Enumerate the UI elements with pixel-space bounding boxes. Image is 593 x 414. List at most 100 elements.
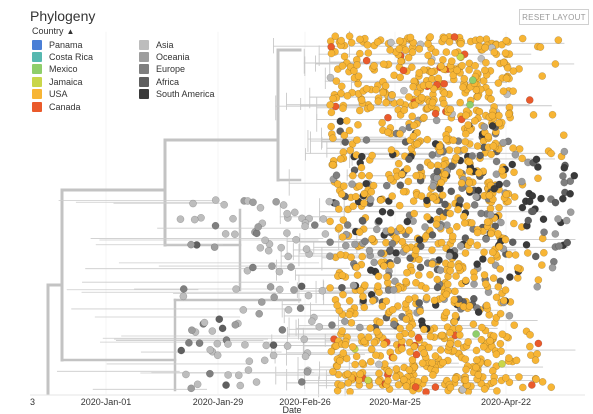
tip-node	[456, 98, 465, 107]
date-axis: 3 2020-Jan-01 2020-Jan-29 2020-Feb-26 2020-M…	[30, 394, 585, 414]
tip-node	[278, 326, 287, 334]
tip-node	[423, 196, 431, 205]
legend-header[interactable]: Country ▲	[32, 26, 74, 36]
tip-node	[269, 351, 278, 360]
tip-node	[456, 242, 465, 250]
tip-node	[548, 110, 557, 119]
tip-node	[456, 196, 465, 205]
tip-node	[473, 142, 482, 150]
tip-node	[177, 346, 186, 355]
tip-node	[471, 61, 480, 70]
tip-node	[224, 340, 232, 348]
tip-node	[213, 339, 222, 348]
tip-node	[277, 243, 286, 252]
legend-label: South America	[156, 89, 215, 100]
tip-node	[414, 271, 423, 279]
legend-item-costa-rica[interactable]: Costa Rica	[32, 51, 93, 62]
tip-node	[407, 330, 416, 338]
legend-item-europe[interactable]: Europe	[139, 64, 185, 75]
tip-node	[416, 263, 425, 272]
tip-node	[301, 352, 310, 361]
tip-node	[528, 381, 536, 389]
tip-node	[411, 383, 420, 391]
tip-node	[469, 320, 478, 329]
legend-item-jamaica[interactable]: Jamaica	[32, 76, 83, 87]
tip-node	[454, 263, 463, 272]
tip-node	[326, 238, 334, 247]
tip-node	[402, 382, 411, 391]
tick-label-partial: 3	[30, 397, 35, 407]
tip-node	[340, 131, 349, 140]
legend-item-oceania[interactable]: Oceania	[139, 51, 190, 62]
tip-node	[505, 250, 513, 259]
tip-node	[480, 123, 489, 131]
tip-node	[403, 165, 411, 173]
tip-node	[249, 198, 257, 207]
tip-node	[327, 43, 336, 51]
tip-node	[430, 296, 439, 305]
tip-node	[502, 179, 511, 188]
tip-node	[331, 32, 340, 41]
tip-node	[455, 324, 463, 333]
tip-node	[555, 242, 564, 250]
tip-node	[477, 209, 485, 218]
tip-node	[465, 66, 473, 74]
tip-node	[452, 272, 460, 280]
legend-item-africa[interactable]: Africa	[139, 76, 179, 87]
legend-label: Asia	[156, 39, 174, 50]
tip-node	[400, 86, 408, 95]
tip-node	[405, 366, 414, 374]
tip-node	[410, 342, 419, 351]
tip-node	[367, 188, 376, 196]
tip-node	[492, 350, 501, 359]
tip-node	[334, 205, 343, 213]
tip-node	[348, 180, 356, 189]
tip-node	[351, 240, 359, 249]
tip-node	[456, 39, 465, 48]
tip-node	[358, 216, 367, 225]
tip-node	[460, 145, 469, 154]
legend-item-asia[interactable]: Asia	[139, 39, 174, 50]
tip-node	[473, 260, 481, 268]
tip-node	[339, 349, 348, 357]
tip-node	[379, 60, 388, 69]
tip-node	[554, 215, 562, 223]
tip-node	[386, 174, 395, 183]
tip-node	[489, 142, 498, 150]
tip-node	[405, 323, 414, 332]
tip-node	[425, 80, 433, 89]
tip-node	[345, 296, 354, 305]
tip-node	[501, 235, 510, 244]
legend-item-south-america[interactable]: South America	[139, 89, 215, 100]
tip-node	[337, 82, 346, 91]
tip-node	[353, 61, 361, 69]
axis-title: Date	[282, 405, 301, 414]
tip-node	[329, 94, 337, 103]
tip-node	[407, 63, 416, 72]
legend-item-usa[interactable]: USA	[32, 89, 68, 100]
tip-node	[432, 116, 441, 125]
tip-node	[393, 256, 402, 265]
tip-node	[394, 159, 403, 168]
tip-node	[435, 142, 444, 151]
reset-layout-button[interactable]: RESET LAYOUT	[519, 9, 589, 25]
tip-node	[383, 273, 391, 281]
chevron-up-icon[interactable]: ▲	[66, 26, 75, 36]
tip-node	[428, 98, 437, 107]
tip-node	[420, 113, 428, 122]
tip-node	[404, 295, 413, 304]
legend-item-mexico[interactable]: Mexico	[32, 64, 78, 75]
tip-node	[348, 171, 357, 180]
tip-node	[431, 383, 440, 391]
legend-item-panama[interactable]: Panama	[32, 39, 83, 50]
tip-node	[360, 189, 369, 198]
tip-node	[534, 174, 542, 183]
legend-swatch	[139, 51, 149, 62]
legend-item-canada[interactable]: Canada	[32, 101, 81, 112]
tip-node	[300, 335, 309, 344]
tip-node	[487, 229, 495, 238]
tip-node	[446, 383, 455, 392]
tip-node	[447, 187, 456, 196]
tip-node	[453, 66, 461, 75]
